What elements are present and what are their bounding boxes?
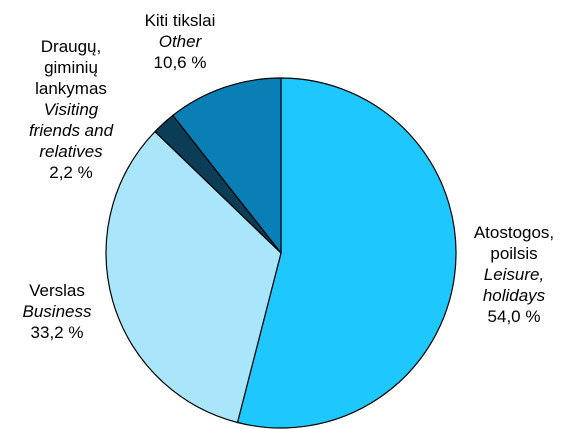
label-other-lt: Kiti tikslai [144,11,216,30]
label-visiting-value: 2,2 % [49,163,93,182]
label-leisure-lt-2: poilsis [490,244,538,263]
label-leisure-value: 54,0 % [487,307,541,326]
label-visiting-lt-2: giminių [44,58,98,77]
label-other: Kiti tikslai Other 10,6 % [120,10,240,73]
label-business-value: 33,2 % [30,323,84,342]
label-visiting-lt-1: Draugų, [40,37,102,56]
slice-leisure [236,77,457,429]
label-visiting-en-1: Visiting [43,100,99,119]
label-visiting-en-3: relatives [39,142,103,161]
label-other-value: 10,6 % [153,53,207,72]
label-visiting: Draugų, giminių lankymas Visiting friend… [4,36,138,183]
label-leisure-lt-1: Atostogos, [473,223,555,242]
label-other-en: Other [158,32,202,51]
label-business-en: Business [22,302,92,321]
label-visiting-en-2: friends and [28,121,114,140]
label-leisure-en-2: holidays [482,286,546,305]
label-business-lt: Verslas [29,281,85,300]
label-leisure-en-1: Leisure, [483,265,545,284]
slice-other [172,77,282,254]
label-visiting-lt-3: lankymas [35,79,107,98]
label-leisure: Atostogos, poilsis Leisure, holidays 54,… [456,222,572,327]
slice-business [105,131,282,424]
label-business: Verslas Business 33,2 % [2,280,112,343]
